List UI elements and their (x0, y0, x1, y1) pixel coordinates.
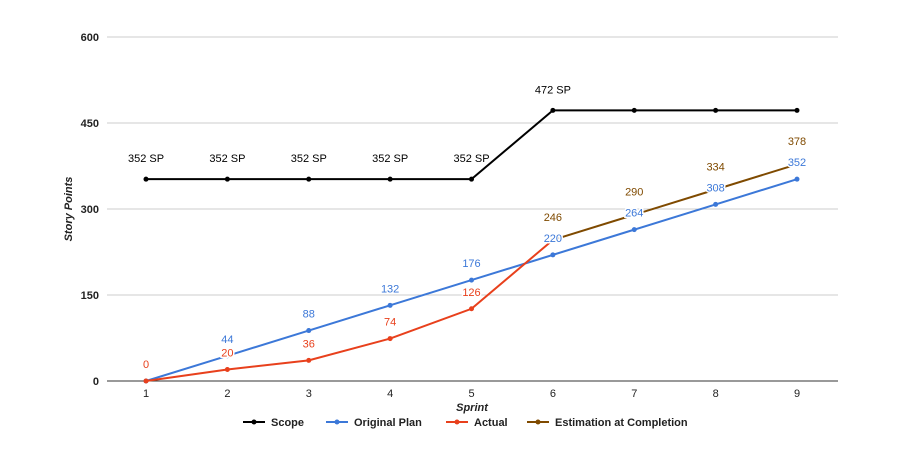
data-point (713, 187, 719, 193)
legend-label: Scope (271, 417, 304, 429)
data-point (794, 176, 800, 182)
data-point (224, 353, 230, 359)
data-point (387, 176, 393, 182)
legend-label: Actual (474, 417, 508, 429)
data-point (794, 107, 800, 113)
x-axis-title: Sprint (456, 402, 489, 414)
data-label: 20 (221, 348, 233, 360)
x-tick-label: 5 (468, 388, 474, 400)
data-point (631, 107, 637, 113)
data-point (550, 252, 556, 258)
series-line-scope (146, 109, 797, 181)
series-line-actual (145, 239, 554, 382)
data-point (713, 107, 719, 113)
data-label: 352 SP (291, 153, 327, 165)
data-point (306, 176, 312, 182)
y-tick-label: 600 (81, 32, 99, 44)
data-label: 472 SP (535, 84, 571, 96)
x-tick-label: 4 (387, 388, 393, 400)
data-label: 378 (788, 136, 806, 148)
data-point (469, 306, 474, 312)
data-label: 352 SP (372, 153, 408, 165)
legend-label: Estimation at Completion (555, 417, 688, 429)
x-tick-label: 8 (713, 388, 719, 400)
data-point (306, 357, 312, 363)
x-tick-label: 1 (143, 388, 149, 400)
data-label: 264 (625, 208, 643, 220)
x-tick-label: 6 (550, 388, 556, 400)
data-label: 36 (303, 338, 315, 350)
data-point (631, 212, 637, 218)
data-point (224, 367, 230, 373)
data-label: 132 (381, 283, 399, 295)
data-label: 88 (303, 309, 315, 321)
y-tick-label: 450 (81, 118, 99, 130)
data-label: 308 (706, 182, 724, 194)
x-tick-label: 9 (794, 388, 800, 400)
x-tick-label: 7 (631, 388, 637, 400)
data-label: 352 SP (128, 153, 164, 165)
legend-marker (454, 419, 460, 425)
x-tick-label: 2 (224, 388, 230, 400)
y-tick-label: 300 (81, 204, 99, 216)
data-point (794, 161, 800, 167)
data-label: 74 (384, 317, 396, 329)
series-line-estimation-at-completion (552, 163, 798, 241)
y-tick-label: 150 (81, 290, 99, 302)
data-label: 290 (625, 187, 643, 199)
legend-marker (535, 419, 541, 425)
y-tick-label: 0 (93, 376, 99, 388)
data-point (550, 107, 556, 113)
data-point (387, 336, 393, 342)
x-tick-label: 3 (306, 388, 312, 400)
data-label: 352 SP (453, 153, 489, 165)
data-point (469, 277, 474, 283)
data-label: 44 (221, 334, 233, 346)
data-label: 246 (544, 212, 562, 224)
y-axis-title: Story Points (63, 177, 75, 242)
legend-marker (251, 419, 257, 425)
data-point (387, 302, 393, 308)
data-point (224, 176, 230, 182)
data-point (143, 176, 149, 182)
data-label: 352 SP (209, 153, 245, 165)
data-point (713, 201, 719, 207)
data-label: 0 (143, 359, 149, 371)
data-point (469, 176, 474, 182)
legend-marker (334, 419, 340, 425)
data-point (306, 328, 312, 334)
data-point (143, 378, 149, 384)
data-label: 334 (706, 161, 724, 173)
data-label: 352 (788, 157, 806, 169)
data-point (631, 227, 637, 233)
data-label: 176 (462, 258, 480, 270)
data-label: 220 (544, 233, 562, 245)
legend-label: Original Plan (354, 417, 422, 429)
data-label: 126 (462, 287, 480, 299)
data-point (550, 237, 556, 243)
